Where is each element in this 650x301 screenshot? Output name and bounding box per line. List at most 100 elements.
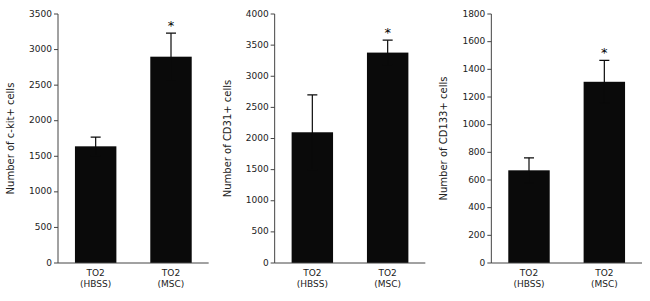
tick-mark bbox=[271, 76, 275, 77]
category-label: TO2(MSC) bbox=[374, 268, 401, 289]
tick-mark bbox=[487, 152, 491, 153]
bar bbox=[508, 170, 549, 263]
bar bbox=[75, 146, 116, 263]
chart: 0500100015002000250030003500Number of c-… bbox=[0, 0, 650, 301]
annotation: * bbox=[384, 25, 391, 40]
category-line: (HBSS) bbox=[513, 279, 544, 289]
error-line bbox=[170, 33, 171, 80]
category-line: TO2 bbox=[594, 268, 613, 278]
tick-label: 2500 bbox=[246, 102, 269, 112]
tick-mark bbox=[54, 49, 58, 50]
tick-label: 0 bbox=[480, 258, 486, 268]
error-cap bbox=[524, 182, 534, 183]
tick-mark bbox=[487, 69, 491, 70]
panel: 020040060080010001200140016001800Number … bbox=[438, 9, 642, 290]
error-cap bbox=[524, 157, 534, 158]
tick-label: 2500 bbox=[29, 80, 52, 90]
tick-label: 800 bbox=[468, 147, 485, 157]
annotation: * bbox=[168, 18, 175, 33]
error-cap bbox=[383, 64, 393, 65]
category-label: TO2(MSC) bbox=[158, 268, 185, 289]
tick-label: 1500 bbox=[246, 164, 269, 174]
error-bar bbox=[166, 33, 176, 80]
tick-mark bbox=[487, 235, 491, 236]
x-axis bbox=[275, 263, 426, 264]
error-cap bbox=[91, 136, 101, 137]
tick-label: 3000 bbox=[246, 71, 269, 81]
error-cap bbox=[599, 103, 609, 104]
tick-label: 1400 bbox=[462, 64, 485, 74]
error-line bbox=[604, 60, 605, 103]
tick-label: 600 bbox=[468, 175, 485, 185]
category-label: TO2(HBSS) bbox=[297, 268, 328, 289]
panel: 0500100015002000250030003500Number of c-… bbox=[5, 9, 209, 290]
tick-label: 1800 bbox=[462, 9, 485, 19]
tick-mark bbox=[487, 124, 491, 125]
category-line: (MSC) bbox=[374, 279, 401, 289]
tick-label: 1500 bbox=[29, 151, 52, 161]
panel: 05001000150020002500300035004000Number o… bbox=[222, 9, 426, 290]
category-line: TO2 bbox=[378, 268, 397, 278]
error-bar bbox=[599, 60, 609, 103]
tick-label: 0 bbox=[263, 258, 269, 268]
error-bar bbox=[91, 137, 101, 155]
tick-mark bbox=[54, 156, 58, 157]
tick-mark bbox=[487, 97, 491, 98]
tick-mark bbox=[271, 231, 275, 232]
marks bbox=[292, 40, 409, 263]
y-axis bbox=[274, 14, 275, 263]
category-label: TO2(MSC) bbox=[591, 268, 618, 289]
category-line: (MSC) bbox=[158, 279, 185, 289]
category-line: (HBSS) bbox=[80, 279, 111, 289]
tick-label: 2000 bbox=[29, 115, 52, 125]
y-axis bbox=[491, 14, 492, 263]
error-cap bbox=[91, 155, 101, 156]
x-axis bbox=[491, 263, 642, 264]
axis-label: Number of CD133+ cells bbox=[438, 77, 449, 201]
tick-mark bbox=[487, 14, 491, 15]
tick-label: 200 bbox=[468, 230, 485, 240]
tick-label: 2000 bbox=[246, 133, 269, 143]
axis-label: Number of CD31+ cells bbox=[222, 80, 233, 198]
bar bbox=[584, 82, 625, 263]
tick-mark bbox=[271, 169, 275, 170]
error-bar bbox=[307, 95, 317, 170]
x-axis bbox=[58, 263, 209, 264]
tick-label: 3000 bbox=[29, 44, 52, 54]
tick-mark bbox=[271, 14, 275, 15]
tick-mark bbox=[271, 138, 275, 139]
category-line: TO2 bbox=[161, 268, 180, 278]
tick-mark bbox=[271, 200, 275, 201]
tick-mark bbox=[54, 14, 58, 15]
error-line bbox=[387, 40, 388, 65]
error-bar bbox=[524, 158, 534, 183]
tick-label: 500 bbox=[35, 222, 52, 232]
tick-mark bbox=[54, 191, 58, 192]
tick-mark bbox=[487, 207, 491, 208]
marks bbox=[75, 33, 192, 263]
error-cap bbox=[166, 80, 176, 81]
tick-mark bbox=[487, 41, 491, 42]
category-line: TO2 bbox=[302, 268, 321, 278]
category-line: TO2 bbox=[86, 268, 105, 278]
tick-label: 1200 bbox=[462, 92, 485, 102]
annotation: * bbox=[601, 45, 608, 60]
tick-mark bbox=[54, 120, 58, 121]
tick-mark bbox=[487, 263, 491, 264]
error-line bbox=[312, 95, 313, 170]
tick-mark bbox=[487, 180, 491, 181]
tick-label: 3500 bbox=[246, 40, 269, 50]
tick-label: 1000 bbox=[246, 195, 269, 205]
error-line bbox=[95, 137, 96, 155]
tick-label: 400 bbox=[468, 202, 485, 212]
error-cap bbox=[307, 169, 317, 170]
category-line: (MSC) bbox=[591, 279, 618, 289]
tick-mark bbox=[54, 263, 58, 264]
tick-mark bbox=[54, 85, 58, 86]
tick-label: 0 bbox=[46, 258, 52, 268]
category-label: TO2(HBSS) bbox=[513, 268, 544, 289]
category-line: TO2 bbox=[519, 268, 538, 278]
error-line bbox=[528, 158, 529, 183]
tick-mark bbox=[271, 107, 275, 108]
error-bar bbox=[383, 40, 393, 65]
